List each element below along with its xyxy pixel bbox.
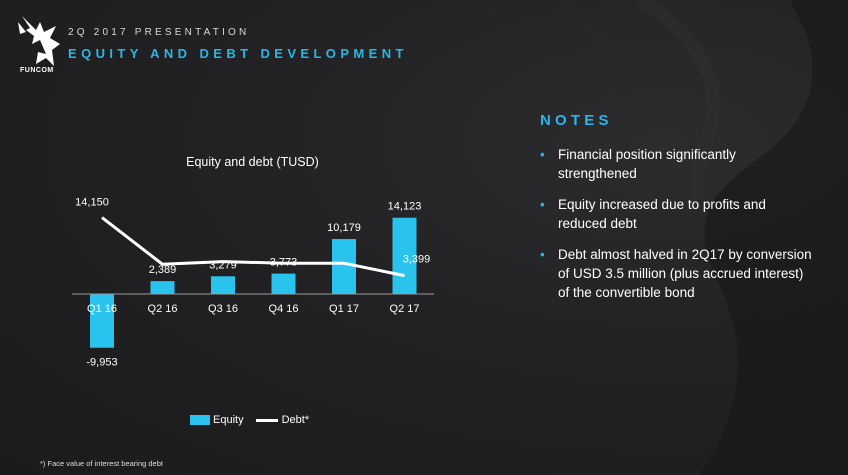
x-tick-label: Q3 16 bbox=[208, 303, 238, 315]
x-tick-label: Q2 16 bbox=[148, 303, 178, 315]
notes-item-text: Financial position significantly strengt… bbox=[558, 147, 736, 181]
debt-data-label: 14,150 bbox=[75, 197, 109, 209]
x-tick-label: Q1 17 bbox=[329, 303, 359, 315]
legend-label-debt: Debt* bbox=[281, 414, 310, 426]
debt-line bbox=[101, 216, 405, 278]
equity-bar-4 bbox=[271, 273, 296, 294]
notes-heading: NOTES bbox=[540, 112, 613, 129]
equity-data-label: 3,279 bbox=[209, 259, 237, 271]
funcom-logo bbox=[16, 14, 62, 78]
equity-bar-6 bbox=[392, 217, 417, 294]
legend-item-equity: Equity bbox=[190, 414, 244, 426]
x-tick-label: Q1 16 bbox=[87, 303, 117, 315]
debt-data-label: 3,399 bbox=[403, 254, 431, 266]
equity-data-label: 3,773 bbox=[270, 257, 298, 269]
notes-item: • Debt almost halved in 2Q17 by conversio… bbox=[538, 245, 813, 302]
notes-item: • Financial position significantly streng… bbox=[538, 145, 813, 183]
equity-data-label: 10,179 bbox=[327, 222, 361, 234]
bullet-icon: • bbox=[540, 197, 545, 212]
legend-swatch-debt bbox=[255, 418, 278, 422]
chart-legend: Equity Debt* bbox=[190, 414, 321, 426]
bullet-icon: • bbox=[540, 147, 545, 162]
x-tick-label: Q4 16 bbox=[269, 303, 299, 315]
equity-bar-2 bbox=[150, 281, 175, 294]
notes-item-text: Debt almost halved in 2Q17 by conversion… bbox=[558, 247, 812, 300]
chart-title: Equity and debt (TUSD) bbox=[186, 155, 319, 169]
equity-data-label: -9,953 bbox=[86, 357, 117, 369]
legend-item-debt: Debt* bbox=[255, 414, 310, 426]
slide-title: EQUITY AND DEBT DEVELOPMENT bbox=[68, 46, 408, 61]
equity-data-label: 14,123 bbox=[388, 201, 422, 213]
wolf-logo-icon bbox=[18, 16, 60, 66]
logo-text: FUNCOM bbox=[20, 67, 54, 74]
x-tick-label: Q2 17 bbox=[390, 303, 420, 315]
equity-bar-1 bbox=[90, 294, 114, 348]
legend-swatch-equity bbox=[190, 415, 210, 425]
notes-item: • Equity increased due to profits and red… bbox=[538, 195, 813, 233]
equity-data-label: 2,389 bbox=[149, 264, 177, 276]
legend-label-equity: Equity bbox=[213, 414, 244, 426]
notes-item-text: Equity increased due to profits and redu… bbox=[558, 197, 766, 231]
presentation-label: 2Q 2017 PRESENTATION bbox=[68, 27, 250, 38]
bullet-icon: • bbox=[540, 247, 545, 262]
equity-bar-3 bbox=[211, 276, 235, 294]
equity-bar-5 bbox=[332, 239, 356, 294]
footnote: *) Face value of interest bearing debt bbox=[40, 459, 163, 468]
notes-list: • Financial position significantly streng… bbox=[538, 145, 813, 314]
